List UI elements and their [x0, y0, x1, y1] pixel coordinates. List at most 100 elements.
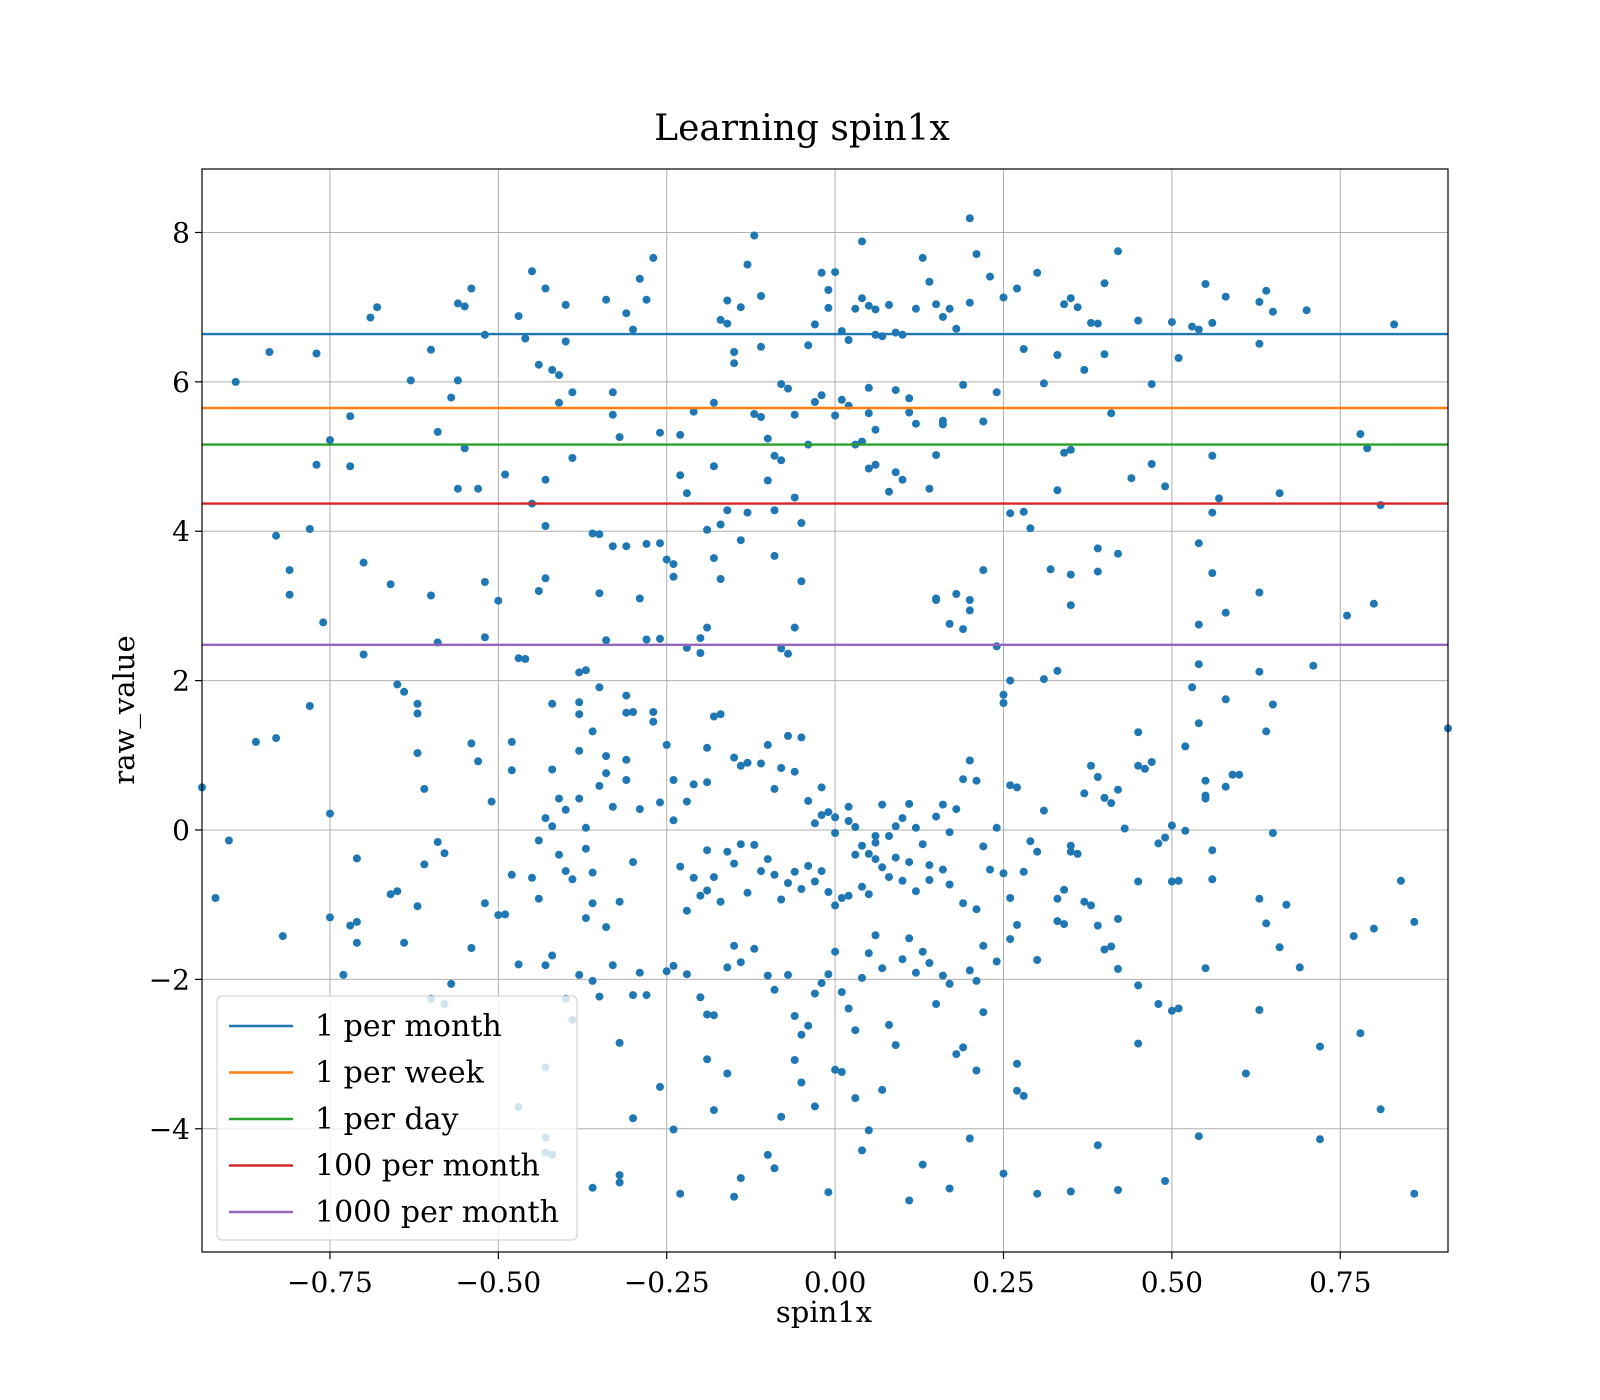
data-point: [763, 476, 772, 485]
x-axis-ticks: −0.75 −0.50 −0.25 0.00 0.25 0.50 0.75: [287, 1252, 1371, 1299]
data-point: [669, 961, 678, 970]
data-point: [1066, 294, 1075, 303]
data-point: [622, 776, 631, 784]
data-point: [1356, 430, 1365, 439]
data-point: [662, 967, 671, 976]
data-point: [514, 312, 523, 321]
data-point: [810, 320, 819, 329]
data-point: [784, 731, 792, 740]
data-point: [797, 1030, 806, 1039]
data-point: [770, 451, 779, 460]
data-point: [999, 690, 1008, 699]
data-point: [844, 1004, 853, 1013]
data-point: [864, 383, 873, 392]
data-point: [635, 594, 644, 603]
data-point: [837, 894, 846, 902]
data-point: [548, 365, 557, 374]
data-point: [703, 846, 712, 855]
data-point: [608, 802, 617, 811]
data-point: [911, 419, 920, 428]
data-point: [1066, 570, 1075, 579]
data-point: [945, 828, 954, 837]
data-point: [1349, 932, 1358, 941]
chart-title: Learning spin1x: [654, 108, 950, 149]
data-point: [986, 272, 994, 281]
data-point: [1167, 318, 1176, 327]
data-point: [541, 475, 550, 484]
data-point: [608, 410, 617, 419]
data-point: [905, 394, 914, 403]
data-point: [837, 1068, 846, 1076]
data-point: [979, 941, 988, 950]
data-point: [1120, 824, 1129, 833]
data-point: [972, 776, 981, 785]
data-point: [784, 384, 792, 393]
data-point: [736, 1174, 745, 1183]
data-point: [770, 784, 779, 793]
data-point: [851, 304, 860, 313]
data-point: [959, 775, 968, 784]
data-point: [1167, 877, 1176, 886]
data-point: [467, 739, 476, 748]
data-point: [514, 960, 523, 969]
data-point: [386, 580, 395, 589]
data-point: [1026, 837, 1035, 846]
data-point: [736, 958, 745, 967]
data-point: [797, 519, 806, 527]
data-point: [581, 823, 590, 832]
x-tick-label: −0.50: [455, 1266, 541, 1299]
data-point: [676, 1189, 685, 1198]
y-tick-label: 0: [172, 814, 190, 847]
data-point: [1080, 789, 1089, 798]
data-point: [1006, 935, 1015, 944]
data-point: [615, 897, 624, 906]
data-point: [427, 345, 435, 354]
data-point: [1013, 1086, 1021, 1095]
data-point: [346, 412, 355, 421]
data-point: [1033, 956, 1042, 964]
data-point: [1262, 727, 1271, 736]
data-point: [952, 590, 961, 598]
data-point: [1100, 945, 1109, 954]
data-point: [972, 250, 981, 259]
data-point: [703, 886, 712, 895]
data-point: [285, 566, 294, 575]
data-point: [804, 861, 813, 870]
data-point: [979, 417, 988, 426]
data-point: [831, 947, 840, 956]
data-point: [1194, 1132, 1203, 1141]
data-point: [1188, 322, 1197, 331]
data-point: [824, 888, 833, 896]
data-point: [1363, 444, 1372, 453]
data-point: [992, 388, 1001, 397]
data-point: [1066, 1187, 1075, 1196]
data-point: [467, 944, 476, 952]
data-point: [1039, 675, 1048, 684]
data-point: [797, 733, 806, 742]
data-point: [938, 312, 947, 321]
data-point: [1255, 667, 1264, 676]
data-point: [1262, 286, 1271, 295]
data-point: [938, 800, 947, 809]
data-point: [669, 776, 678, 784]
data-point: [716, 710, 725, 719]
data-point: [696, 634, 705, 643]
data-point: [999, 293, 1008, 302]
data-point: [528, 267, 536, 276]
data-point: [757, 292, 765, 300]
data-point: [945, 979, 954, 988]
legend: 1 per month 1 per week 1 per day 100 per mo…: [216, 995, 578, 1241]
data-point: [555, 794, 563, 803]
data-point: [682, 906, 691, 915]
data-point: [366, 313, 375, 322]
data-point: [858, 1146, 866, 1155]
data-point: [905, 408, 914, 417]
data-point: [352, 938, 361, 947]
data-point: [534, 894, 543, 903]
data-point: [925, 484, 934, 493]
data-point: [1060, 885, 1069, 894]
data-point: [1013, 1059, 1021, 1068]
data-point: [413, 902, 422, 911]
data-point: [480, 899, 489, 908]
